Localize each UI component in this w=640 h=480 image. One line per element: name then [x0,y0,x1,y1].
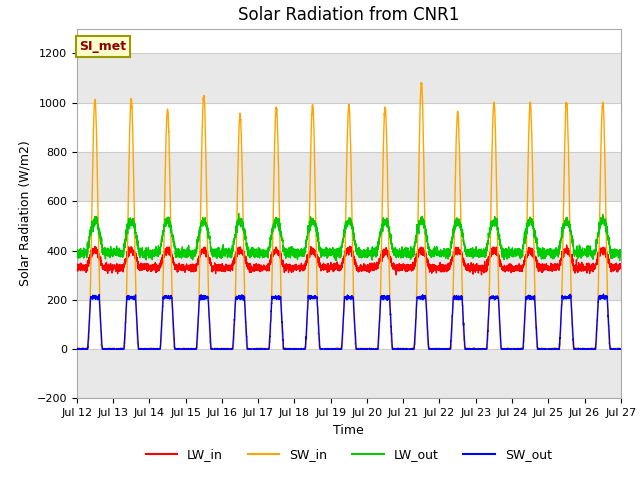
Text: SI_met: SI_met [79,40,127,53]
Bar [77,53,621,103]
Bar [77,152,621,201]
Legend: LW_in, SW_in, LW_out, SW_out: LW_in, SW_in, LW_out, SW_out [141,443,557,466]
Title: Solar Radiation from CNR1: Solar Radiation from CNR1 [238,6,460,24]
Bar [77,251,621,300]
Y-axis label: Solar Radiation (W/m2): Solar Radiation (W/m2) [18,141,31,287]
X-axis label: Time: Time [333,424,364,437]
Bar [77,349,621,398]
